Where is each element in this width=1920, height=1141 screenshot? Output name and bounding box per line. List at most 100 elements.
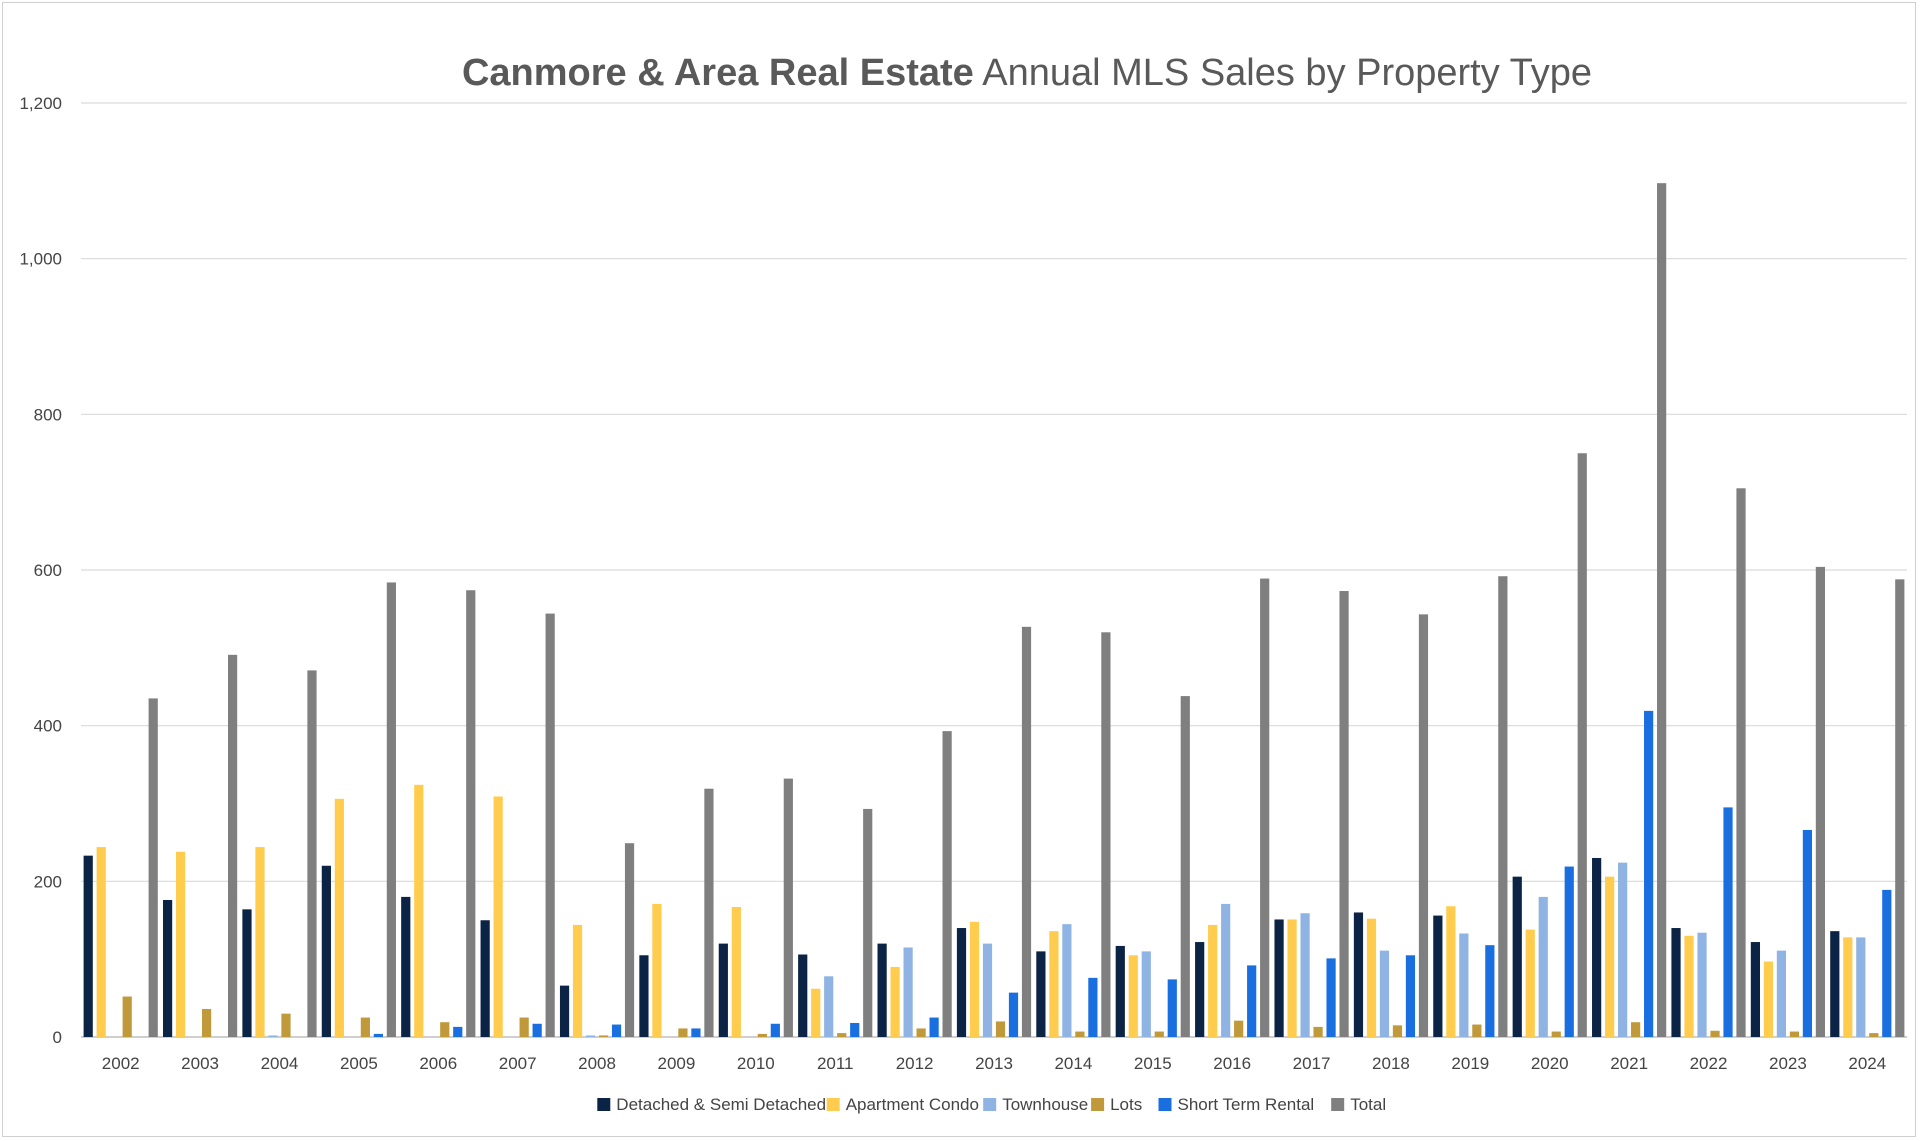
bar-detached-semi-detached-2018 — [1353, 912, 1364, 1037]
bar-townhouse-2021 — [1618, 862, 1628, 1037]
bar-detached-semi-detached-2003 — [162, 900, 173, 1037]
legend-item: Apartment Condo — [826, 1095, 979, 1114]
bar-apartment-condo-2010 — [731, 907, 741, 1037]
bar-total-2024 — [1895, 579, 1905, 1037]
x-tick-label: 2023 — [1769, 1054, 1807, 1073]
bar-townhouse-2011 — [824, 976, 834, 1037]
bar-townhouse-2016 — [1221, 903, 1231, 1037]
bar-short-term-rental-2013 — [1008, 992, 1019, 1037]
bar-total-2015 — [1180, 696, 1190, 1037]
bar-short-term-rental-2023 — [1802, 829, 1813, 1037]
bar-total-2013 — [1021, 626, 1032, 1037]
x-tick-label: 2007 — [499, 1054, 537, 1073]
bar-lots-2024 — [1869, 1033, 1879, 1037]
bar-townhouse-2024 — [1856, 937, 1866, 1037]
x-tick-label: 2004 — [261, 1054, 299, 1073]
bar-apartment-condo-2022 — [1684, 935, 1694, 1037]
bar-total-2003 — [227, 654, 238, 1037]
x-tick-label: 2010 — [737, 1054, 775, 1073]
bar-lots-2009 — [678, 1028, 688, 1037]
bar-lots-2004 — [281, 1013, 291, 1037]
bar-apartment-condo-2006 — [414, 784, 424, 1037]
y-tick-label: 800 — [34, 405, 62, 424]
bar-apartment-condo-2016 — [1208, 924, 1218, 1037]
bar-total-2022 — [1736, 488, 1746, 1037]
y-tick-label: 1,000 — [19, 250, 62, 269]
legend-swatch — [1158, 1098, 1172, 1111]
bar-total-2005 — [386, 582, 396, 1037]
bar-apartment-condo-2014 — [1049, 931, 1059, 1037]
x-tick-label: 2017 — [1293, 1054, 1331, 1073]
legend-item: Total — [1331, 1095, 1386, 1114]
bar-lots-2017 — [1313, 1026, 1323, 1037]
x-tick-label: 2016 — [1213, 1054, 1251, 1073]
x-tick-label: 2018 — [1372, 1054, 1410, 1073]
bar-lots-2016 — [1234, 1020, 1244, 1037]
bar-lots-2007 — [519, 1017, 529, 1037]
legend-swatch — [1331, 1098, 1345, 1111]
bar-short-term-rental-2018 — [1405, 955, 1416, 1037]
bar-short-term-rental-2024 — [1882, 889, 1892, 1037]
bar-lots-2019 — [1472, 1024, 1482, 1037]
bar-short-term-rental-2006 — [453, 1026, 463, 1037]
bar-detached-semi-detached-2022 — [1671, 928, 1681, 1037]
x-tick-label: 2014 — [1054, 1054, 1092, 1073]
bar-detached-semi-detached-2005 — [321, 865, 331, 1037]
bar-detached-semi-detached-2010 — [718, 943, 728, 1037]
bar-detached-semi-detached-2020 — [1512, 876, 1522, 1037]
legend-label: Short Term Rental — [1178, 1095, 1315, 1114]
legend-label: Total — [1350, 1095, 1386, 1114]
bar-townhouse-2019 — [1459, 933, 1469, 1037]
x-tick-label: 2009 — [658, 1054, 696, 1073]
bar-lots-2014 — [1075, 1031, 1085, 1037]
x-tick-label: 2024 — [1848, 1054, 1886, 1073]
bar-detached-semi-detached-2007 — [480, 920, 490, 1037]
bar-detached-semi-detached-2013 — [956, 928, 967, 1037]
bar-detached-semi-detached-2011 — [798, 954, 808, 1037]
legend-label: Detached & Semi Detached — [616, 1095, 826, 1114]
bar-detached-semi-detached-2023 — [1750, 942, 1761, 1037]
bar-detached-semi-detached-2021 — [1592, 857, 1602, 1037]
bar-detached-semi-detached-2016 — [1195, 942, 1205, 1037]
bar-townhouse-2012 — [903, 947, 913, 1037]
legend-item: Lots — [1091, 1095, 1142, 1114]
bar-total-2020 — [1577, 453, 1587, 1037]
bar-detached-semi-detached-2004 — [242, 909, 252, 1037]
bar-lots-2008 — [598, 1035, 609, 1037]
x-tick-label: 2021 — [1610, 1054, 1648, 1073]
bar-townhouse-2023 — [1776, 950, 1787, 1037]
x-tick-label: 2005 — [340, 1054, 378, 1073]
chart-title: Canmore & Area Real Estate Annual MLS Sa… — [462, 52, 1592, 94]
bar-apartment-condo-2005 — [334, 798, 344, 1037]
chart-title-bold: Canmore & Area Real Estate — [462, 52, 974, 94]
bar-total-2004 — [307, 670, 317, 1037]
bar-detached-semi-detached-2012 — [877, 943, 887, 1037]
bar-total-2010 — [783, 778, 793, 1037]
bar-total-2002 — [148, 698, 158, 1037]
bar-apartment-condo-2011 — [811, 988, 821, 1037]
bar-apartment-condo-2018 — [1366, 918, 1377, 1037]
bar-total-2012 — [942, 731, 952, 1037]
bar-lots-2002 — [122, 996, 132, 1037]
y-tick-label: 0 — [53, 1028, 62, 1047]
bar-short-term-rental-2017 — [1326, 958, 1336, 1037]
bar-apartment-condo-2020 — [1525, 929, 1535, 1037]
legend-swatch — [826, 1098, 840, 1111]
bar-detached-semi-detached-2024 — [1830, 931, 1840, 1037]
bar-lots-2020 — [1551, 1031, 1561, 1037]
bar-detached-semi-detached-2019 — [1433, 915, 1443, 1037]
bar-apartment-condo-2007 — [493, 796, 503, 1037]
bar-apartment-condo-2024 — [1843, 937, 1853, 1037]
bar-townhouse-2017 — [1300, 913, 1310, 1037]
bar-chart: Canmore & Area Real Estate Annual MLS Sa… — [19, 52, 1907, 1114]
chart-title-rest: Annual MLS Sales by Property Type — [982, 52, 1592, 94]
bar-lots-2022 — [1710, 1030, 1720, 1037]
bar-apartment-condo-2013 — [969, 921, 980, 1037]
bar-short-term-rental-2008 — [611, 1024, 622, 1037]
legend: Detached & Semi Detached Apartment Condo T… — [597, 1095, 1386, 1114]
legend-item: Townhouse — [983, 1095, 1088, 1114]
bar-detached-semi-detached-2009 — [639, 955, 649, 1037]
bar-townhouse-2013 — [982, 943, 993, 1037]
bars — [83, 183, 1905, 1038]
legend-swatch — [983, 1098, 997, 1111]
